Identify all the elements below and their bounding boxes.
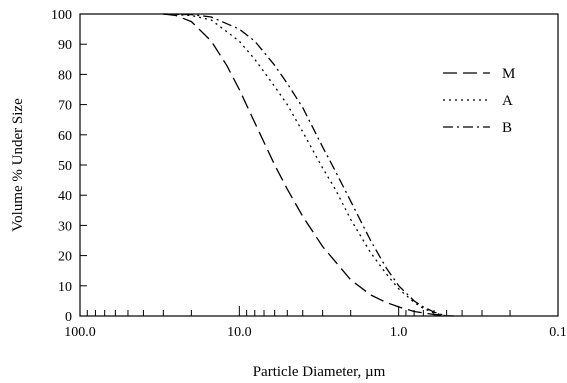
y-tick-label: 70 bbox=[58, 99, 72, 114]
x-tick-label: 1.0 bbox=[390, 325, 408, 340]
y-tick-label: 40 bbox=[58, 189, 72, 204]
x-tick-label: 0.1 bbox=[549, 325, 567, 340]
legend-label-m: M bbox=[502, 66, 515, 82]
x-tick-label: 10.0 bbox=[227, 325, 252, 340]
series-line-m bbox=[163, 13, 454, 317]
series-lines bbox=[163, 13, 454, 317]
y-tick-label: 0 bbox=[65, 310, 72, 325]
x-tick-label: 100.0 bbox=[64, 325, 96, 340]
legend-label-a: A bbox=[502, 93, 513, 109]
y-axis-ticks bbox=[80, 43, 87, 287]
y-tick-label: 60 bbox=[58, 129, 72, 144]
y-tick-label: 90 bbox=[58, 38, 72, 53]
y-tick-label: 10 bbox=[58, 280, 72, 295]
legend-label-b: B bbox=[502, 120, 512, 136]
series-line-b bbox=[163, 13, 447, 317]
legend: MAB bbox=[443, 66, 515, 136]
x-axis-label: Particle Diameter, µm bbox=[253, 364, 386, 380]
y-tick-label: 80 bbox=[58, 68, 72, 83]
plot-frame bbox=[79, 13, 559, 317]
y-tick-label: 30 bbox=[58, 219, 72, 234]
y-axis-tick-labels: 0 10 20 30 40 50 60 70 80 90 100 bbox=[51, 8, 72, 325]
x-axis-ticks bbox=[79, 306, 559, 316]
x-axis-tick-labels: 100.0 10.0 1.0 0.1 bbox=[64, 325, 567, 340]
y-axis-label: Volume % Under Size bbox=[10, 98, 26, 232]
y-tick-label: 100 bbox=[51, 8, 72, 23]
series-line-a bbox=[163, 13, 447, 317]
y-tick-label: 20 bbox=[58, 250, 72, 265]
y-tick-label: 50 bbox=[58, 159, 72, 174]
